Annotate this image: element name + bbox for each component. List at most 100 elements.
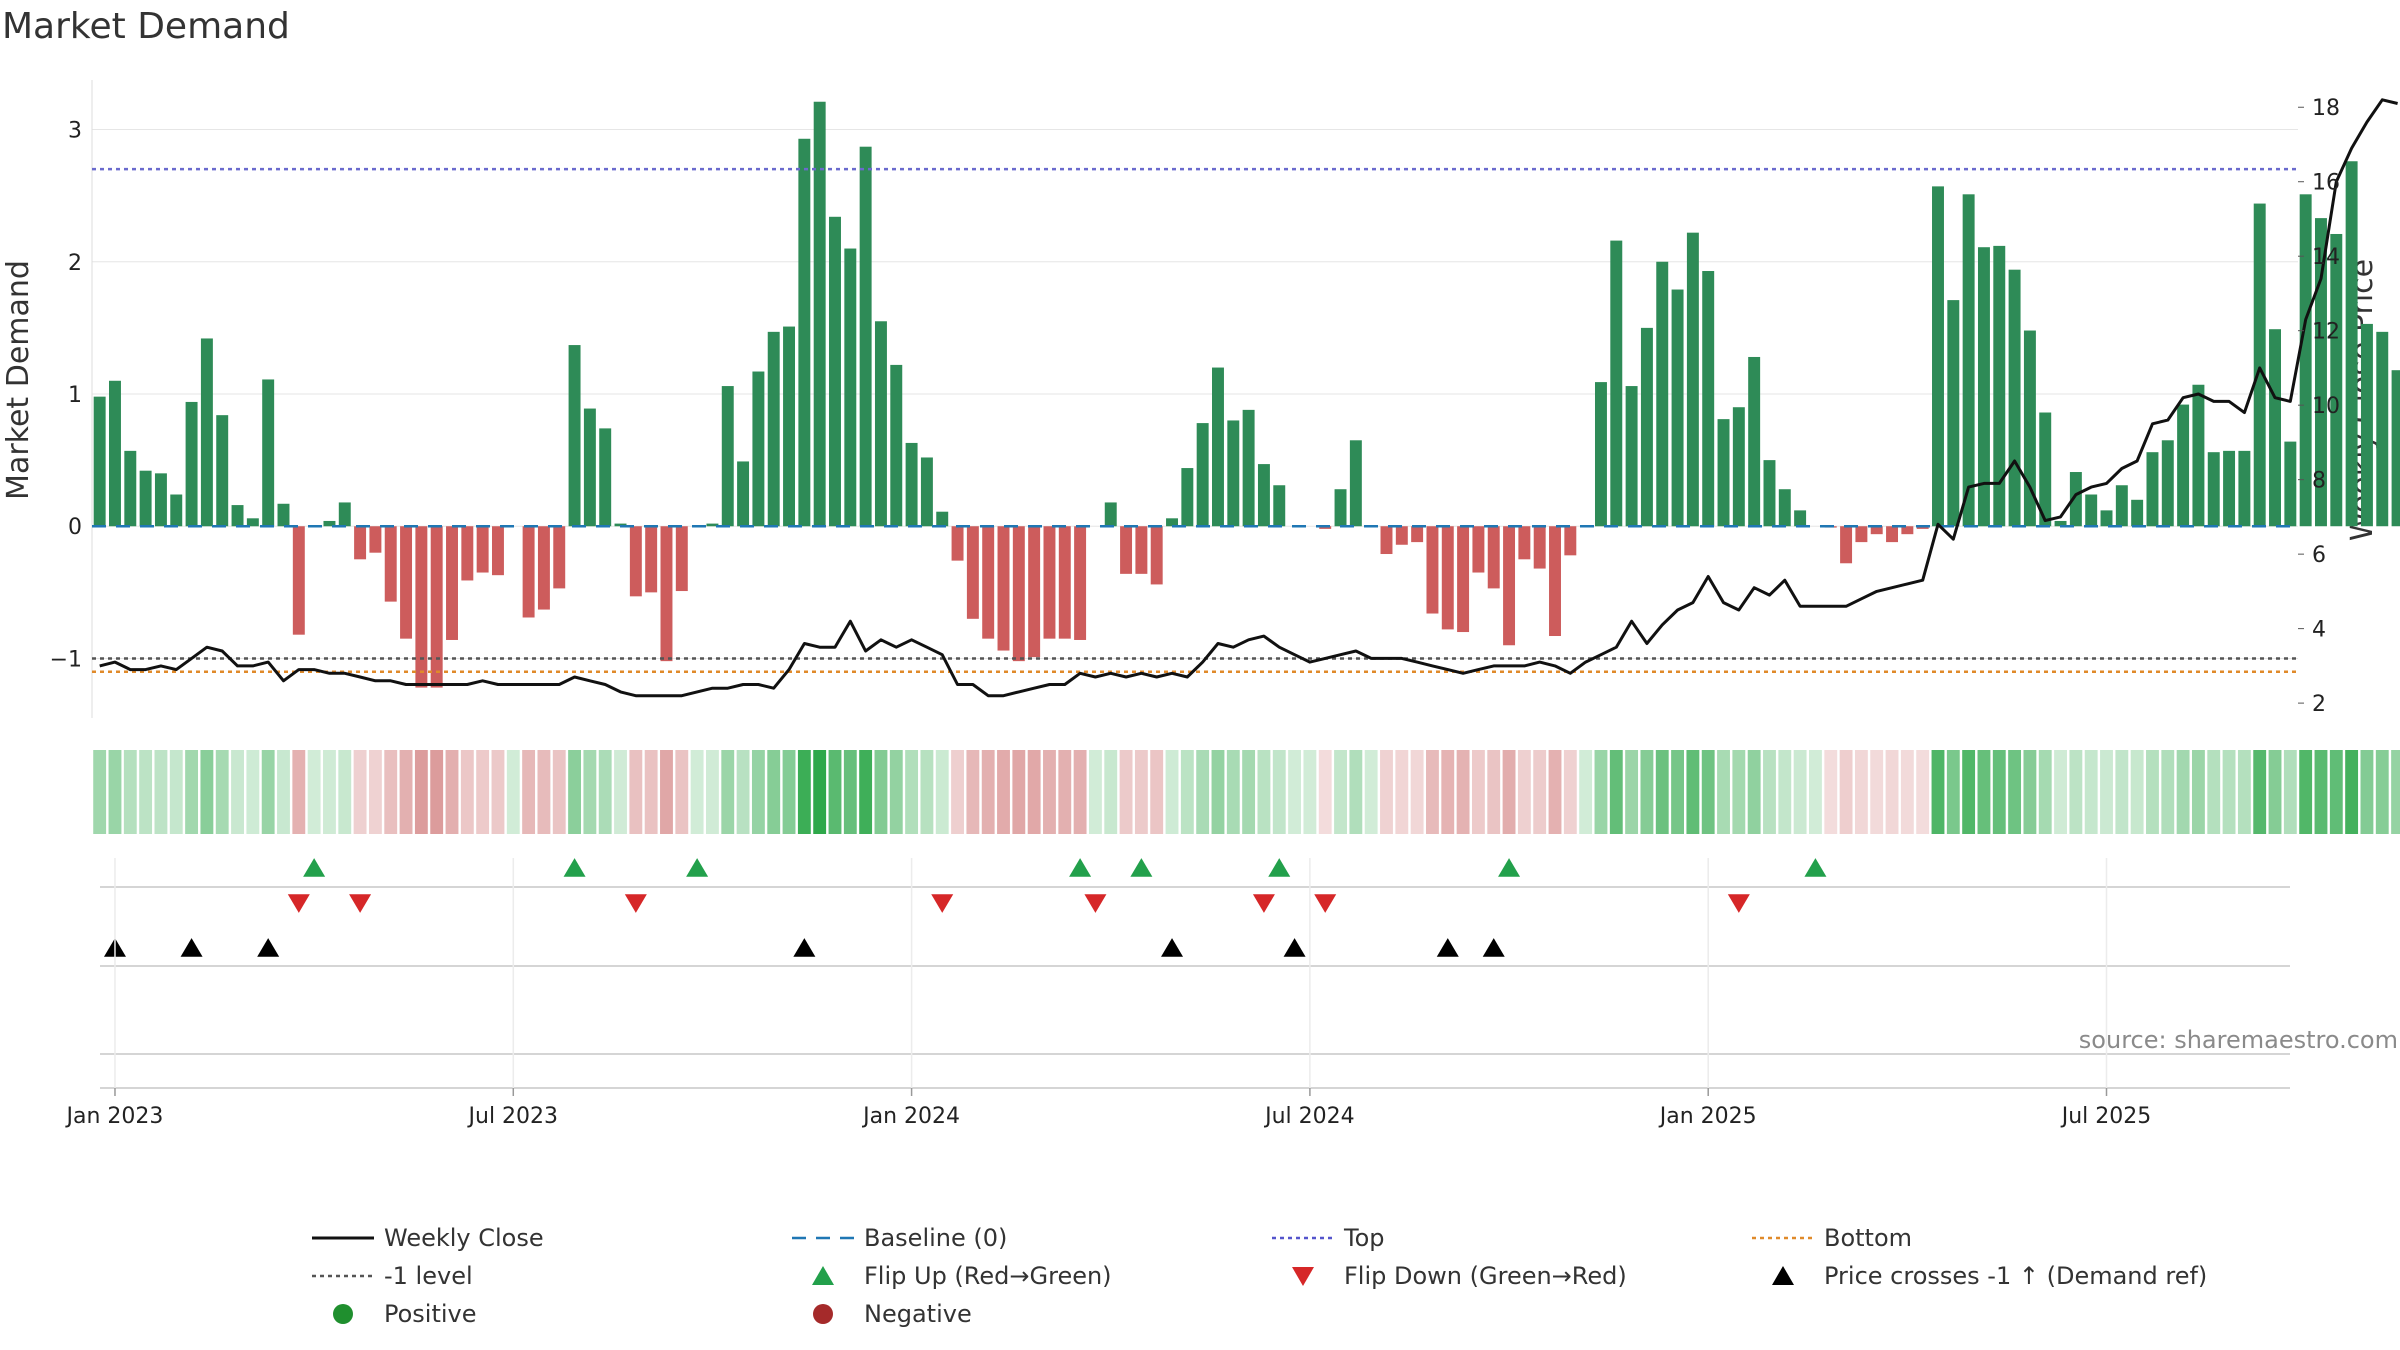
legend-swatch	[1292, 1267, 1314, 1286]
legend-label: Weekly Close	[384, 1224, 544, 1252]
heat-cell	[384, 750, 398, 834]
heat-cell	[353, 750, 367, 834]
y2-tick-label: 6	[2312, 543, 2326, 568]
heat-cell	[368, 750, 382, 834]
demand-bar	[216, 415, 229, 527]
demand-bar	[553, 526, 566, 589]
legend-bottom: Bottom	[1752, 1224, 1912, 1252]
price-cross-marker	[180, 938, 203, 957]
heat-cell	[1900, 750, 1914, 834]
source-credit: source: sharemaestro.com	[2079, 1026, 2398, 1054]
flip-up-marker	[1268, 858, 1291, 877]
heat-cell	[690, 750, 704, 834]
x-tick-label: Jul 2024	[1263, 1104, 1355, 1129]
y2-axis-ticks: 2 4 6 8 10 12 14 16 18	[2298, 96, 2340, 717]
demand-bar	[1012, 526, 1025, 662]
heat-cell	[2314, 750, 2328, 834]
heat-cell	[1563, 750, 1577, 834]
demand-bar	[476, 526, 489, 573]
demand-bar	[1104, 502, 1117, 527]
demand-bar	[1472, 526, 1485, 573]
price-cross-marker	[257, 938, 280, 957]
demand-bar	[1181, 468, 1194, 527]
flip-down-marker	[349, 894, 372, 913]
heat-cell	[2146, 750, 2159, 834]
demand-bar	[277, 503, 290, 527]
price-cross-marker	[1436, 938, 1459, 957]
demand-bar	[1135, 526, 1148, 574]
heat-cell	[1150, 750, 1164, 834]
demand-bar	[2253, 203, 2266, 527]
heat-cell	[629, 750, 643, 834]
heat-cell	[93, 750, 107, 834]
heat-cell	[1839, 750, 1853, 834]
y2-tick-label: 16	[2312, 171, 2340, 196]
demand-bar	[859, 146, 872, 527]
heat-cell	[1701, 750, 1715, 834]
demand-bar	[844, 248, 857, 527]
legend-swatch	[333, 1304, 353, 1324]
demand-bar	[2330, 233, 2343, 527]
flip-up-marker	[1498, 858, 1521, 877]
flip-down-marker	[624, 894, 647, 913]
y2-tick-label: 8	[2312, 469, 2326, 494]
heat-cell	[414, 750, 428, 834]
legend-label: Negative	[864, 1300, 972, 1328]
heat-cell	[675, 750, 689, 834]
y2-tick-label: 2	[2312, 692, 2326, 717]
demand-bar	[1656, 261, 1669, 527]
demand-bar	[1380, 526, 1393, 555]
legend-flip-up-red-green: Flip Up (Red→Green)	[812, 1262, 1112, 1290]
y2-tick-label: 12	[2312, 320, 2340, 345]
flip-up-marker	[1130, 858, 1153, 877]
demand-bar	[1334, 489, 1347, 527]
heat-cell	[2038, 750, 2052, 834]
heat-cell	[1226, 750, 1240, 834]
heat-cell	[874, 750, 888, 834]
heat-cell	[782, 750, 796, 834]
demand-bar	[920, 457, 933, 527]
heat-cell	[2329, 750, 2343, 834]
demand-bar	[415, 526, 428, 688]
heat-cell	[2191, 750, 2205, 834]
demand-bar	[338, 502, 351, 527]
heat-cell	[1625, 750, 1639, 834]
heat-cell	[1303, 750, 1317, 834]
heat-cell	[1426, 750, 1439, 834]
demand-bar	[461, 526, 474, 581]
heat-cell	[2023, 750, 2037, 834]
demand-bar	[2360, 323, 2373, 527]
demand-bar	[1702, 271, 1715, 527]
legend-flip-down-green-red: Flip Down (Green→Red)	[1292, 1262, 1627, 1290]
demand-bar	[783, 326, 796, 527]
demand-bar	[1457, 526, 1470, 633]
heat-cell	[1946, 750, 1960, 834]
heat-cell	[1180, 750, 1194, 834]
heat-cell	[889, 750, 903, 834]
heat-cell	[1471, 750, 1485, 834]
demand-bar	[1058, 526, 1071, 639]
demand-bar	[1212, 367, 1224, 527]
flip-up-marker	[1069, 858, 1092, 877]
heat-cell	[1318, 750, 1332, 834]
demand-bar	[1932, 186, 1944, 527]
demand-bar	[2269, 329, 2281, 527]
heat-cell	[277, 750, 290, 834]
heat-cell	[843, 750, 857, 834]
heat-cell	[2008, 750, 2022, 834]
heat-cell	[1640, 750, 1654, 834]
heat-cell	[1763, 750, 1776, 834]
heat-cell	[1395, 750, 1409, 834]
heat-cell	[2360, 750, 2374, 834]
heat-cell	[797, 750, 811, 834]
x-tick-label: Jul 2023	[467, 1104, 559, 1129]
heat-cell	[706, 750, 719, 834]
flip-down-marker	[1314, 894, 1337, 913]
heat-cell	[338, 750, 352, 834]
legend-baseline-0: Baseline (0)	[792, 1224, 1007, 1252]
heat-cell	[1717, 750, 1730, 834]
x-tick-label: Jan 2024	[861, 1104, 960, 1129]
legend-label: Positive	[384, 1300, 477, 1328]
demand-bar	[1349, 440, 1362, 527]
demand-bar	[1273, 485, 1286, 527]
